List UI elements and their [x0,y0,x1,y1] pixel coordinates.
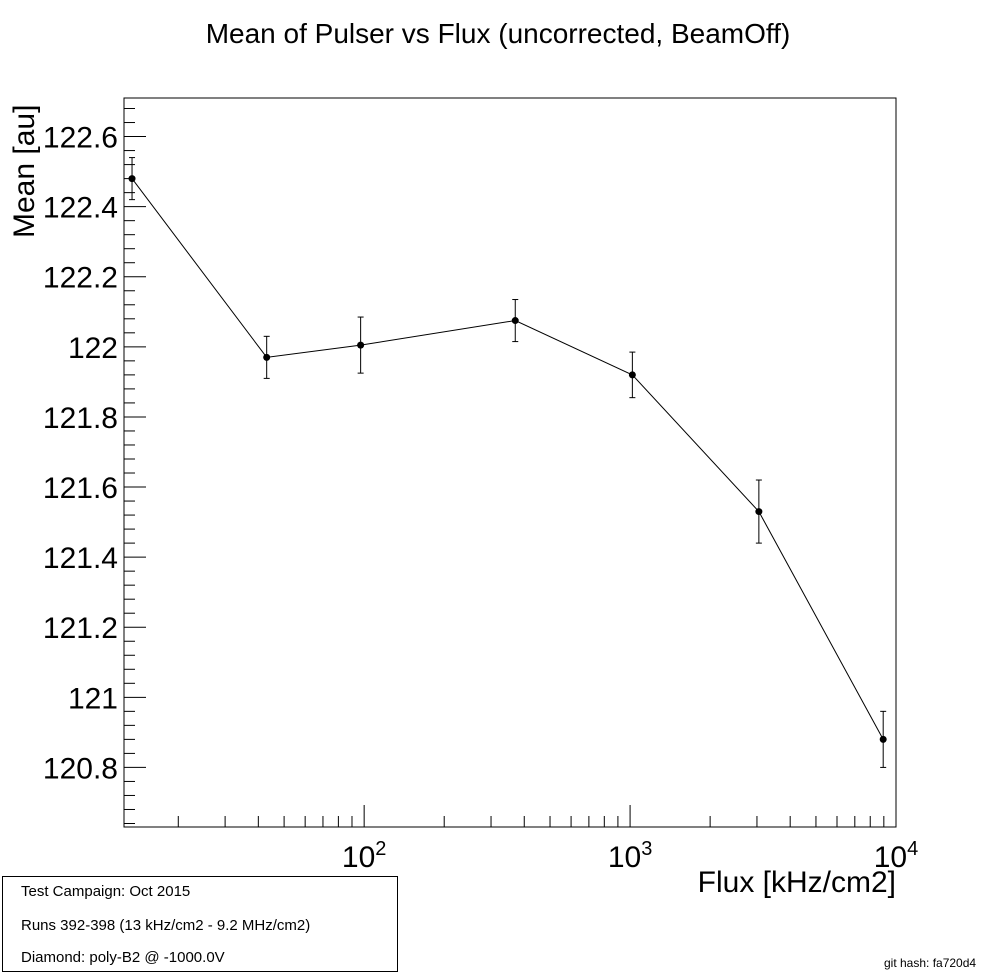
plot-frame [123,97,897,828]
y-tick-label: 122 [68,332,118,365]
diamond-text: Diamond: poly-B2 @ -1000.0V [21,949,225,966]
y-tick-label: 121.2 [43,612,118,645]
campaign-text: Test Campaign: Oct 2015 [21,883,191,900]
x-tick-exponent: 3 [641,838,652,860]
y-tick-label: 122.6 [43,122,118,155]
x-axis: 102 103 104 [177,805,918,874]
x-tick-label: 103 [608,838,653,874]
runs-text: Runs 392-398 (13 kHz/cm2 - 9.2 MHz/cm2) [21,917,311,934]
x-axis-label: Flux [kHz/cm2] [698,866,896,899]
y-tick-label: 121.4 [43,542,118,575]
info-legend-box: Test Campaign: Oct 2015 Runs 392-398 (13… [2,876,398,972]
data-point [263,353,271,361]
series-line [131,178,884,740]
chart-title: Mean of Pulser vs Flux (uncorrected, Bea… [206,18,791,49]
data-point [128,175,136,183]
y-tick-label: 122.4 [43,192,118,225]
git-hash-text: git hash: fa720d4 [884,956,977,970]
data-point [879,735,887,743]
y-tick-label: 121 [68,682,118,715]
y-tick-label: 120.8 [43,752,118,785]
y-tick-label: 121.8 [43,402,118,435]
y-axis: 120.8 121 121.2 121.4 121.6 121.8 122 122.2 122.… [43,108,146,824]
y-axis-label: Mean [au] [8,105,41,238]
y-tick-label: 122.2 [43,262,118,295]
data-point [357,341,365,349]
data-point [628,371,636,379]
data-point [755,508,763,516]
x-tick-label: 102 [342,838,387,874]
x-tick-exponent: 4 [907,838,918,860]
y-tick-label: 121.6 [43,472,118,505]
data-series [128,157,887,768]
x-tick-exponent: 2 [375,838,386,860]
data-point [511,317,519,325]
